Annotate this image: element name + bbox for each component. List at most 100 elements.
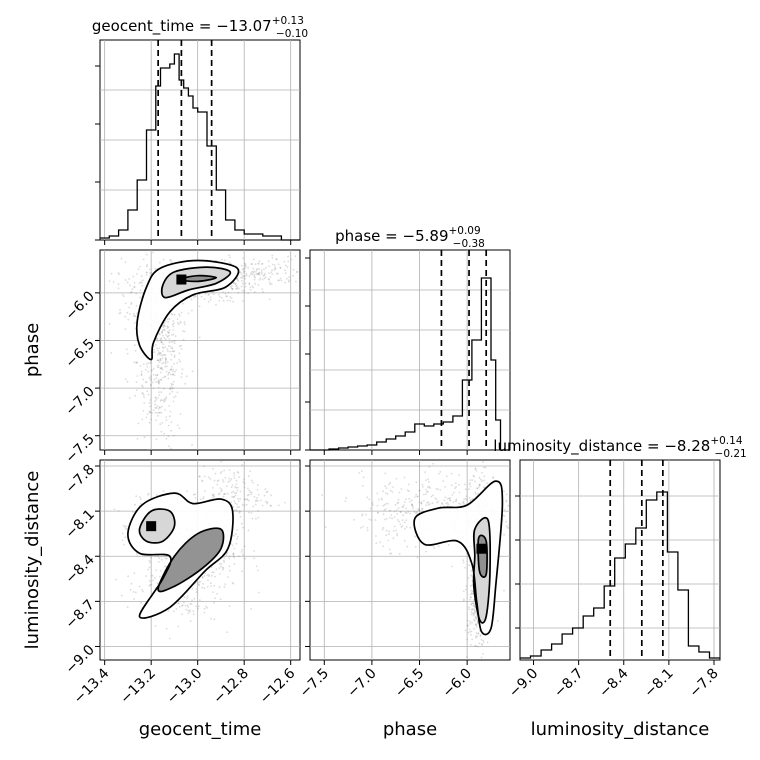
sample-point	[165, 416, 168, 418]
sample-point	[120, 257, 123, 260]
sample-point	[138, 282, 141, 285]
sample-point	[262, 291, 264, 293]
sample-point	[154, 397, 157, 399]
sample-point	[241, 282, 244, 285]
sample-point	[158, 347, 161, 350]
sample-point	[134, 349, 137, 352]
sample-point	[258, 278, 261, 281]
sample-point	[160, 391, 163, 394]
sample-point	[403, 504, 405, 507]
sample-point	[496, 620, 499, 622]
sample-point	[157, 359, 160, 362]
sample-point	[523, 510, 525, 512]
sample-point	[475, 623, 477, 626]
sample-point	[473, 603, 475, 606]
sample-point	[149, 411, 152, 414]
sample-point	[124, 378, 127, 380]
sample-point	[164, 320, 167, 322]
sample-point	[483, 451, 485, 453]
sample-point	[478, 483, 481, 486]
sample-point	[360, 526, 362, 529]
sample-point	[235, 285, 238, 288]
sample-point	[503, 589, 505, 592]
sample-point	[253, 550, 256, 552]
sample-point	[157, 359, 159, 362]
sample-point	[398, 491, 401, 494]
sample-point	[465, 588, 467, 591]
sample-point	[477, 486, 480, 489]
sample-point	[230, 297, 233, 299]
sample-point	[159, 333, 161, 336]
sample-point	[414, 535, 416, 538]
sample-point	[140, 275, 143, 278]
luminosity_distance_vs_geocent_time-density-peak	[146, 521, 157, 532]
sample-point	[240, 264, 243, 267]
sample-point	[209, 477, 212, 480]
sample-point	[420, 502, 423, 505]
sample-point	[279, 266, 282, 269]
sample-point	[455, 485, 458, 488]
y-tick-label-luminosity_distance: −8.1	[62, 507, 97, 542]
sample-point	[475, 618, 478, 620]
sample-point	[149, 584, 152, 586]
sample-point	[133, 314, 135, 317]
sample-point	[128, 397, 131, 399]
sample-point	[263, 268, 265, 271]
sample-point	[480, 478, 482, 481]
sample-point	[462, 500, 465, 503]
sample-point	[399, 511, 402, 513]
sample-point	[244, 277, 247, 280]
sample-point	[462, 559, 465, 562]
sample-point	[469, 585, 472, 587]
sample-point	[243, 262, 246, 265]
sample-point	[231, 484, 234, 486]
sample-point	[470, 596, 472, 599]
sample-point	[168, 329, 171, 332]
sample-point	[249, 470, 252, 472]
sample-point	[550, 514, 552, 516]
sample-point	[180, 322, 182, 324]
sample-point	[164, 557, 167, 560]
sample-point	[171, 373, 174, 376]
sample-point	[221, 488, 223, 491]
sample-point	[169, 259, 171, 262]
sample-point	[146, 264, 149, 266]
sample-point	[174, 370, 176, 373]
sample-point	[164, 376, 166, 378]
sample-point	[173, 362, 176, 365]
sample-point	[159, 423, 162, 426]
sample-point	[389, 516, 391, 519]
sample-point	[270, 283, 273, 285]
sample-point	[191, 443, 194, 446]
sample-point	[198, 293, 201, 296]
sample-point	[170, 447, 172, 450]
sample-point	[470, 603, 473, 605]
sample-point	[482, 653, 484, 655]
sample-point	[221, 258, 224, 261]
sample-point	[233, 563, 236, 565]
sample-point	[231, 288, 234, 291]
sample-point	[401, 519, 404, 521]
sample-point	[147, 362, 150, 364]
sample-point	[219, 573, 222, 575]
sample-point	[427, 501, 430, 503]
sample-point	[213, 495, 216, 498]
sample-point	[253, 495, 256, 498]
sample-point	[467, 577, 470, 579]
sample-point	[148, 559, 151, 562]
sample-point	[138, 585, 141, 588]
sample-point	[384, 508, 387, 511]
sample-point	[118, 312, 121, 315]
sample-point	[507, 504, 510, 507]
sample-point	[421, 507, 423, 510]
sample-point	[154, 555, 157, 558]
sample-point	[160, 337, 163, 339]
sample-point	[152, 409, 155, 412]
sample-point	[368, 498, 371, 501]
sample-point	[220, 470, 223, 473]
sample-point	[239, 490, 242, 493]
sample-point	[211, 571, 214, 574]
luminosity_distance_vs_geocent_time-contour	[138, 508, 176, 544]
sample-point	[209, 296, 212, 299]
sample-point	[233, 477, 236, 479]
